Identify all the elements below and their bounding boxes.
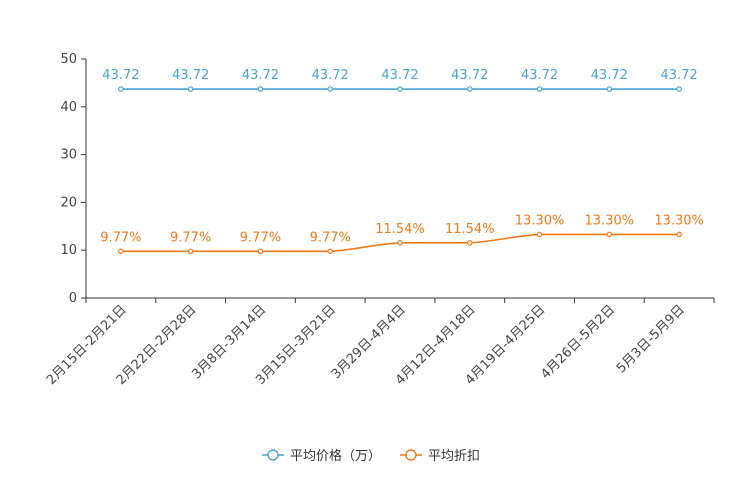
data-point-series-0[interactable] [466,86,473,92]
data-point-series-0[interactable] [187,86,194,92]
y-tick-label: 20 [60,195,77,210]
data-point-series-1[interactable] [397,240,403,246]
data-label-series-1: 13.30% [654,213,704,228]
data-label-series-0: 43.72 [661,68,698,83]
data-point-series-0[interactable] [397,86,403,92]
data-point-series-0[interactable] [257,86,264,92]
data-point-series-0[interactable] [606,86,613,92]
legend-marker-icon [405,449,417,461]
x-tick-label: 4月26日-5月2日 [538,302,618,382]
data-label-series-0: 43.72 [242,68,279,83]
legend-item-1[interactable]: 平均折扣 [400,449,480,464]
data-label-series-0: 43.72 [521,68,558,83]
data-label-series-0: 43.72 [102,68,139,83]
data-label-series-0: 43.72 [172,68,209,83]
data-point-series-1[interactable] [187,248,194,255]
data-label-series-1: 11.54% [445,222,495,237]
data-point-series-1[interactable] [606,231,613,238]
legend-label: 平均折扣 [428,449,480,464]
y-tick-label: 40 [60,100,77,115]
data-point-series-1[interactable] [536,231,543,238]
y-tick-label: 10 [60,243,77,258]
data-label-series-1: 9.77% [100,230,141,245]
legend-item-0[interactable]: 平均价格（万） [262,448,381,464]
y-tick-label: 30 [60,148,77,163]
legend-label: 平均价格（万） [290,448,381,464]
legend-marker-icon [267,449,279,461]
data-point-series-0[interactable] [676,86,682,92]
data-label-series-1: 9.77% [310,230,351,245]
x-tick-label: 3月8日-3月14日 [189,302,269,382]
data-label-series-1: 13.30% [585,213,635,228]
y-tick-label: 50 [60,52,77,67]
x-tick-label: 3月29日-4月4日 [329,302,409,382]
data-point-series-0[interactable] [118,86,124,92]
data-label-series-0: 43.72 [591,68,628,83]
data-labels: 43.72 43.72 43.72 43.72 43.72 43.72 43.72 43.72… [100,68,704,245]
series-lines [118,86,682,255]
data-point-series-1[interactable] [257,248,264,255]
legend[interactable]: 平均价格（万） 平均折扣 [262,448,480,464]
y-tick-label: 0 [69,291,77,306]
data-point-series-0[interactable] [536,86,543,92]
data-label-series-0: 43.72 [312,68,349,83]
data-point-series-1[interactable] [118,248,124,255]
data-label-series-0: 43.72 [451,68,488,83]
data-label-series-0: 43.72 [381,68,418,83]
data-point-series-1[interactable] [327,248,334,255]
data-point-series-1[interactable] [676,231,682,238]
data-label-series-1: 11.54% [375,222,425,237]
data-point-series-0[interactable] [327,86,334,92]
x-tick-label: 5月3日-5月9日 [614,302,688,376]
data-point-series-1[interactable] [466,240,473,246]
data-label-series-1: 9.77% [240,230,281,245]
data-label-series-1: 9.77% [170,230,211,245]
data-label-series-1: 13.30% [515,213,565,228]
